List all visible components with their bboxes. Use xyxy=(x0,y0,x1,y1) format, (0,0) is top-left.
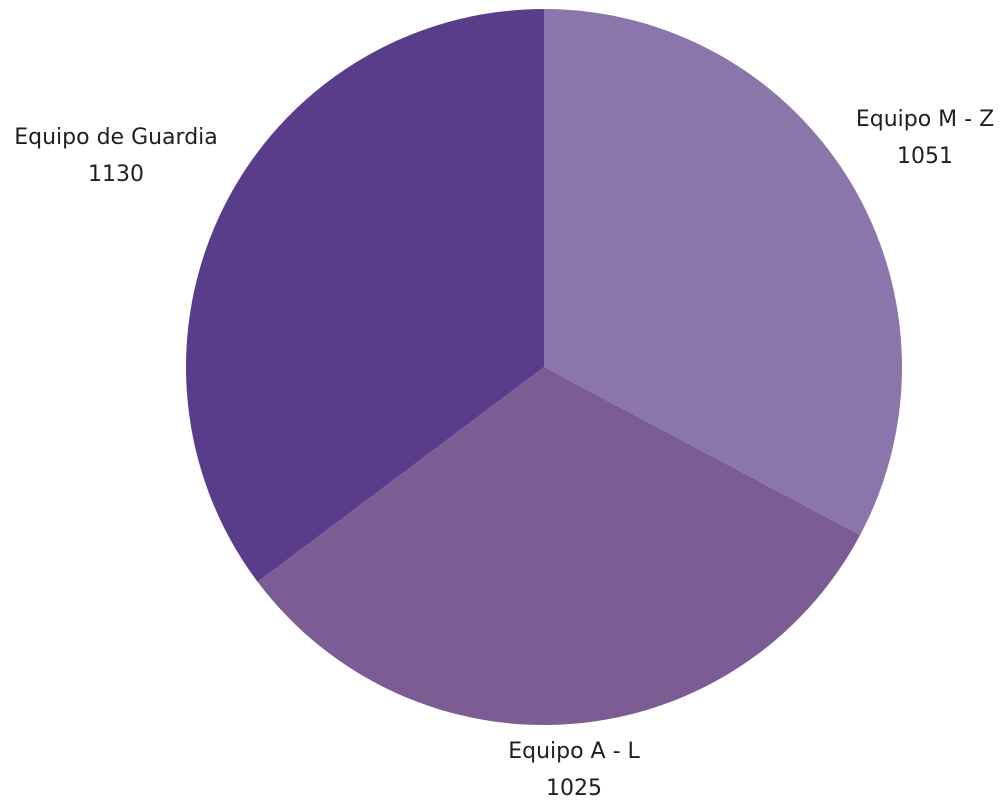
slice-label-equipo-m-z: Equipo M - Z xyxy=(856,107,994,132)
pie-slice-equipo-m-z xyxy=(544,9,903,536)
slice-value-equipo-m-z: 1051 xyxy=(897,144,953,169)
pie-slice-equipo-a-l xyxy=(257,367,861,726)
pie-slice-equipo-de-guardia xyxy=(185,8,544,582)
pie-slices xyxy=(185,8,903,726)
slice-value-equipo-de-guardia: 1130 xyxy=(88,162,144,187)
slice-labels: Equipo M - Z 1051 Equipo A - L 1025 Equipo d… xyxy=(14,107,994,801)
slice-value-equipo-a-l: 1025 xyxy=(546,776,602,801)
slice-label-equipo-de-guardia: Equipo de Guardia xyxy=(14,125,218,150)
slice-label-equipo-a-l: Equipo A - L xyxy=(508,739,640,764)
